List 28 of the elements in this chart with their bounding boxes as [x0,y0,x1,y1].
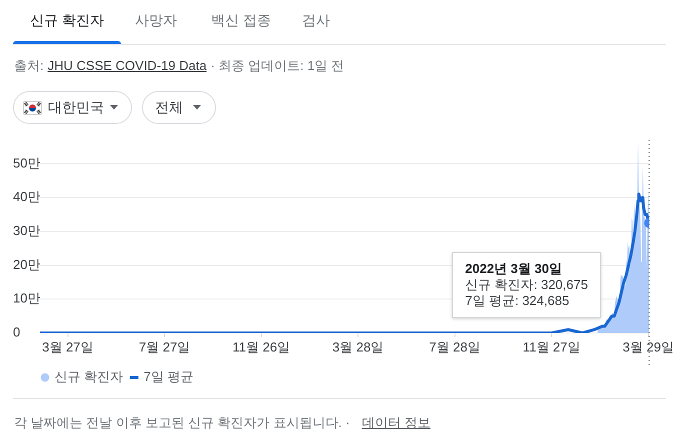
y-tick-label: 0 [13,324,20,340]
text: 각 날짜에는 전날 이후 보고된 신규 확진자가 표시됩니다. · [14,415,350,431]
text: 사망자 [135,11,177,29]
source-note: 출처: [14,58,44,74]
text: 데이터 정보 [362,415,430,431]
x-tick-label: 3월 28일 [332,339,384,354]
x-tick-label: 3월 27일 [42,339,94,354]
text: JHU CSSE COVID-19 Data [48,58,207,74]
dropdown-button: 전체 [142,91,216,124]
text: 검사 [302,11,330,29]
y-tick-label: 10만 [13,290,40,306]
x-tick-label: 7월 28일 [429,339,480,354]
x-tick-label: 3월 29일 [622,339,674,354]
text: 백신 접종 [211,11,271,29]
text: · 최종 업데이트: 1일 전 [210,58,344,74]
legend-label: 신규 확진자 [54,369,124,384]
text: 신규 확진자 [30,11,104,29]
dropdown-button: 대한민국 [13,91,132,124]
y-tick-label: 40만 [13,189,40,204]
x-tick-label: 7월 27일 [138,339,190,354]
y-tick-label: 30만 [13,223,40,238]
tooltip: 2022년 3월 30일 신규 확진자: 320,675 7일 평균: 324,685 [452,252,601,318]
legend-label: 7일 평균 [144,369,194,384]
x-tick-label: 11월 26일 [232,339,290,354]
x-tick-label: 11월 27일 [522,339,580,354]
annotation: 2022년 3월 30일 신규 확진자: 320,675 7일 평균: 324,685 [465,261,588,309]
y-tick-label: 50만 [13,155,40,170]
y-tick-label: 20만 [13,256,40,272]
